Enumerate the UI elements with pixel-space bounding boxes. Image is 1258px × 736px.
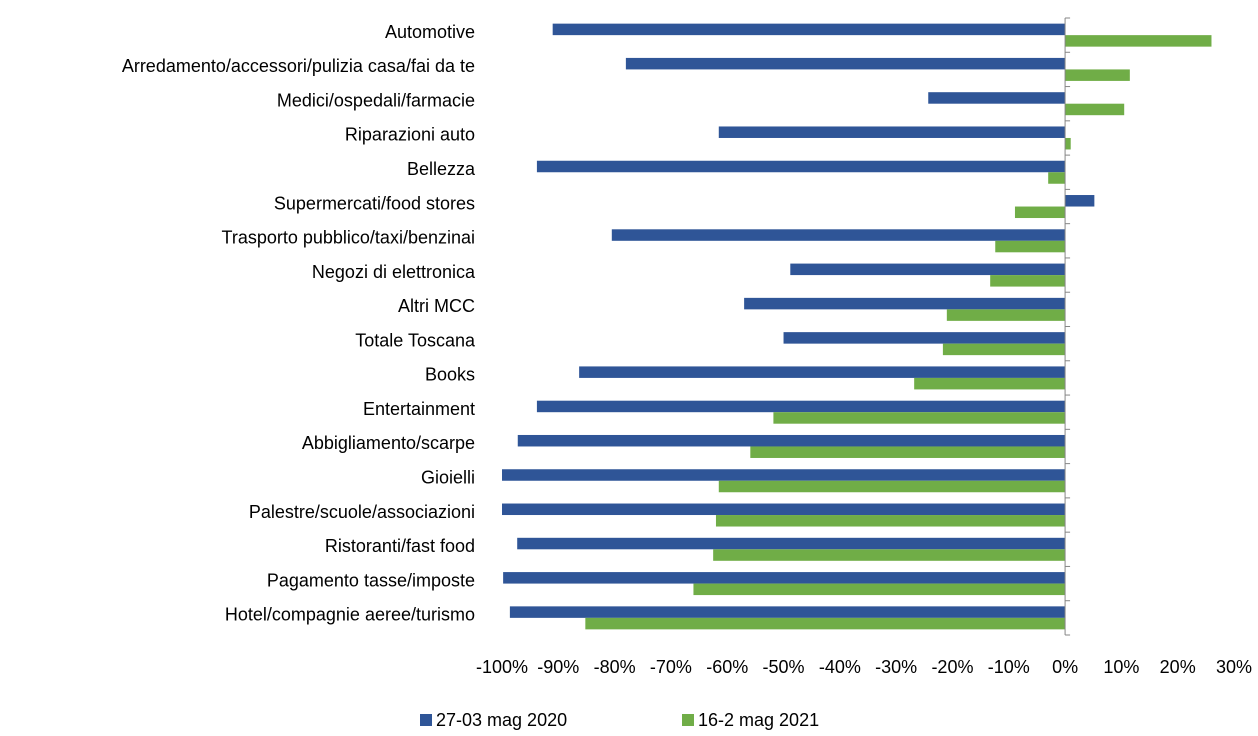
bar [990,275,1066,287]
bar [783,332,1066,344]
bar [585,617,1066,630]
bar [715,515,1066,527]
x-tick-label: -70% [650,657,692,677]
x-tick-label: -60% [706,657,748,677]
x-tick-label: -100% [476,657,528,677]
y-tick-label: Medici/ospedali/farmacie [277,90,475,110]
x-tick-label: -50% [763,657,805,677]
legend-swatch [420,714,432,726]
legend-label: 16-2 mag 2021 [698,710,819,730]
x-tick-label: 20% [1160,657,1196,677]
bar [502,469,1066,481]
bar [995,240,1066,253]
bar [1065,195,1095,207]
y-tick-label: Books [425,365,475,385]
x-tick-label: -90% [537,657,579,677]
bar [713,549,1066,561]
x-tick-label: 10% [1103,657,1139,677]
bar [946,309,1066,321]
bar [552,23,1066,36]
bar [517,434,1066,447]
legend-label: 27-03 mag 2020 [436,710,567,730]
y-tick-label: Automotive [385,22,475,42]
x-tick-label: -30% [875,657,917,677]
x-tick-label: 30% [1216,657,1252,677]
bar [1065,35,1212,47]
legend-swatch [682,714,694,726]
bar [579,366,1066,378]
y-tick-label: Negozi di elettronica [312,262,476,282]
bar [1065,69,1130,81]
x-tick-label: -20% [931,657,973,677]
bar [1014,206,1066,219]
bar [750,446,1066,458]
y-tick-label: Ristoranti/fast food [325,536,475,556]
y-tick-label: Arredamento/accessori/pulizia casa/fai d… [122,56,475,76]
bar [625,57,1066,70]
bar [790,263,1066,276]
y-tick-label: Trasporto pubblico/taxi/benzinai [222,228,475,248]
y-tick-label: Bellezza [407,159,476,179]
y-tick-label: Supermercati/food stores [274,193,475,213]
bar [718,480,1066,493]
bar [914,377,1066,390]
bar [942,343,1066,356]
bar [744,297,1066,310]
bar [773,412,1066,424]
x-tick-label: -80% [594,657,636,677]
bar [517,537,1066,550]
y-tick-label: Pagamento tasse/imposte [267,570,475,590]
bar [928,92,1066,104]
y-tick-label: Totale Toscana [355,330,476,350]
x-tick-label: -40% [819,657,861,677]
bar [509,606,1066,618]
bar [611,229,1066,241]
bar [1065,137,1071,150]
bar [693,583,1066,596]
bar [1048,172,1066,184]
y-tick-label: Abbigliamento/scarpe [302,433,475,453]
y-tick-label: Entertainment [363,399,475,419]
y-tick-label: Gioielli [421,468,475,488]
x-tick-label: -10% [988,657,1030,677]
bar [503,572,1066,584]
bar [536,160,1066,173]
y-tick-label: Riparazioni auto [345,125,475,145]
bar [1065,103,1125,116]
bar [536,400,1066,413]
y-tick-label: Altri MCC [398,296,475,316]
bar [502,503,1066,516]
y-tick-label: Palestre/scuole/associazioni [249,502,475,522]
x-tick-label: 0% [1052,657,1078,677]
bar [718,126,1066,138]
y-tick-label: Hotel/compagnie aeree/turismo [225,605,475,625]
